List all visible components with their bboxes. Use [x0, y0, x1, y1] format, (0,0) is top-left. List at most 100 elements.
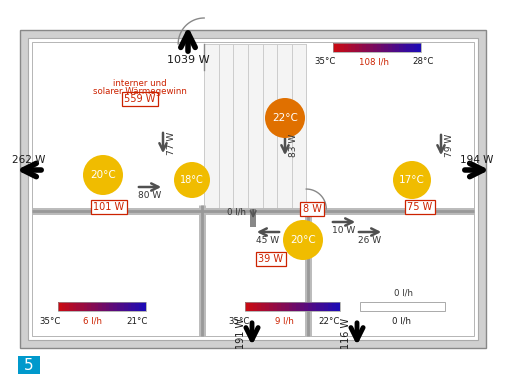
Text: 28°C: 28°C [412, 57, 433, 66]
Text: 26 W: 26 W [358, 236, 381, 245]
Text: solarer Wärmegewinn: solarer Wärmegewinn [93, 87, 186, 95]
Bar [387, 43, 391, 52]
Bar [80, 302, 84, 311]
Bar [83, 302, 88, 311]
Bar [320, 302, 324, 311]
Bar [369, 43, 373, 52]
Bar [284, 302, 288, 311]
Text: 9 l/h: 9 l/h [274, 317, 293, 326]
Text: 20°C: 20°C [289, 235, 315, 245]
Text: 6 l/h: 6 l/h [83, 317, 103, 326]
Bar [257, 302, 261, 311]
Bar [117, 302, 121, 311]
Text: 8 W: 8 W [302, 204, 321, 214]
Bar [252, 302, 257, 311]
Bar [268, 302, 273, 311]
Bar [260, 302, 265, 311]
Bar [343, 43, 347, 52]
Bar [76, 302, 80, 311]
Bar [362, 43, 366, 52]
Text: 35°C: 35°C [39, 317, 61, 326]
Bar [365, 43, 370, 52]
Bar [106, 302, 110, 311]
Bar [69, 302, 73, 311]
Text: 0 l/h: 0 l/h [227, 207, 246, 217]
Text: 1039 W: 1039 W [166, 55, 209, 65]
Text: 22°C: 22°C [318, 317, 339, 326]
Bar [113, 302, 117, 311]
Text: 83 W: 83 W [289, 133, 298, 157]
Bar [87, 302, 91, 311]
Bar [58, 302, 62, 311]
Bar [20, 30, 485, 348]
Bar [28, 38, 477, 340]
Text: 0 l/h: 0 l/h [392, 317, 411, 326]
Bar [304, 302, 308, 311]
Bar [402, 43, 406, 52]
Bar [91, 302, 95, 311]
Circle shape [174, 162, 210, 198]
Bar [288, 302, 292, 311]
Bar [248, 302, 253, 311]
Bar [336, 43, 340, 52]
Bar [127, 302, 132, 311]
Text: 21°C: 21°C [126, 317, 147, 326]
Text: 79 W: 79 W [444, 133, 453, 157]
Bar [413, 43, 417, 52]
Text: 22°C: 22°C [272, 113, 297, 123]
Text: 20°C: 20°C [90, 170, 116, 180]
Bar [335, 302, 340, 311]
Bar [409, 43, 414, 52]
Bar [312, 302, 316, 311]
Bar [264, 302, 269, 311]
Text: 108 l/h: 108 l/h [358, 57, 388, 66]
Bar [332, 43, 420, 52]
Text: 45 W: 45 W [256, 236, 279, 245]
Bar [327, 302, 332, 311]
Bar [324, 302, 328, 311]
Bar [350, 43, 355, 52]
Bar [204, 44, 306, 209]
Bar [98, 302, 103, 311]
Bar [347, 43, 351, 52]
Bar [102, 302, 106, 311]
Bar [244, 302, 249, 311]
Text: 5: 5 [24, 358, 34, 372]
Text: interner und: interner und [113, 79, 167, 87]
Bar [244, 302, 339, 311]
Text: 10 W: 10 W [332, 226, 355, 236]
Bar [292, 302, 296, 311]
Bar [359, 302, 444, 311]
Circle shape [392, 161, 430, 199]
Text: 116 W: 116 W [340, 317, 350, 348]
Circle shape [265, 98, 305, 138]
Text: 262 W: 262 W [12, 155, 45, 165]
Bar [120, 302, 124, 311]
Bar [135, 302, 139, 311]
Bar [124, 302, 128, 311]
Bar [94, 302, 98, 311]
Bar [358, 43, 362, 52]
Bar [398, 43, 402, 52]
Bar [391, 43, 395, 52]
Bar [280, 302, 284, 311]
Bar [131, 302, 135, 311]
Bar [58, 302, 146, 311]
Bar [32, 42, 473, 336]
Text: 559 W: 559 W [124, 94, 156, 104]
Circle shape [282, 220, 322, 260]
Bar [276, 302, 281, 311]
Text: 17°C: 17°C [398, 175, 424, 185]
Bar [18, 356, 40, 374]
Bar [417, 43, 421, 52]
Bar [138, 302, 142, 311]
Bar [109, 302, 113, 311]
Bar [300, 302, 305, 311]
Bar [355, 43, 359, 52]
Bar [62, 302, 66, 311]
Text: 35°C: 35°C [228, 317, 249, 326]
Text: 75 W: 75 W [407, 202, 432, 212]
Bar [142, 302, 146, 311]
Bar [380, 43, 384, 52]
Bar [332, 43, 336, 52]
